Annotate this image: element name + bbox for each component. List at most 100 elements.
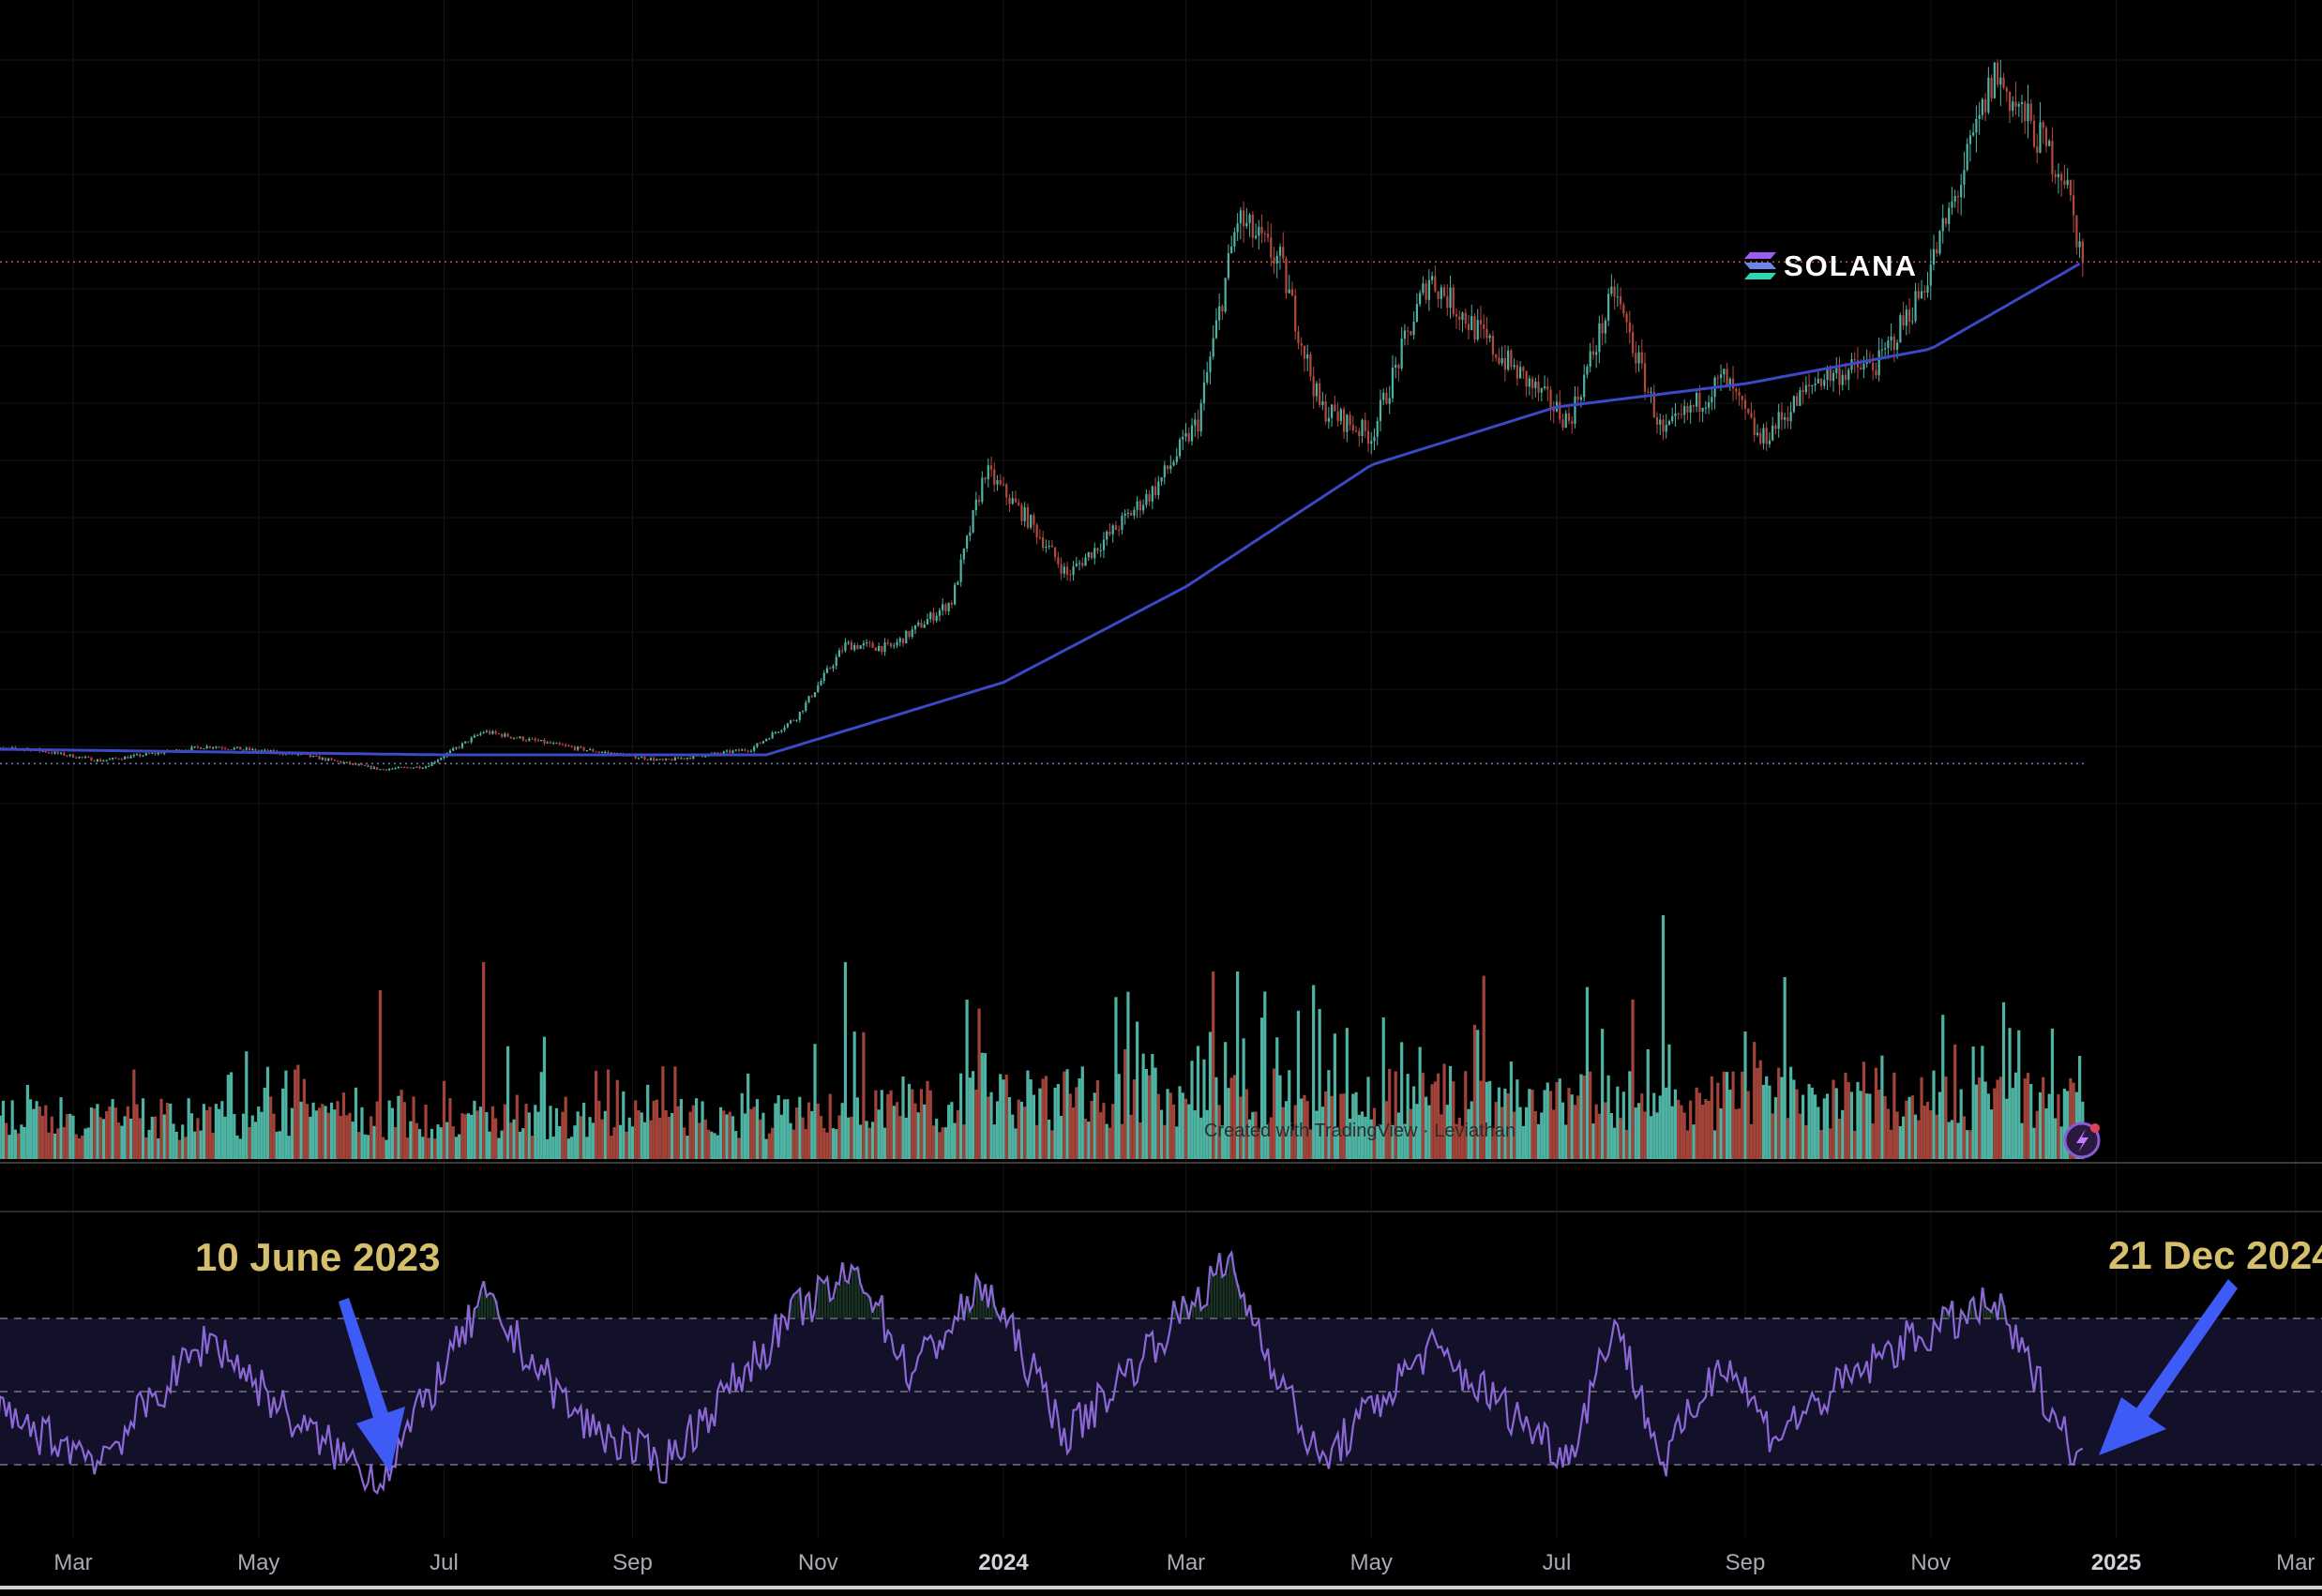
volume-bar bbox=[1071, 1107, 1076, 1159]
arrow-to-dec-2024-low bbox=[2099, 1279, 2238, 1455]
candle bbox=[1415, 293, 1418, 323]
candle bbox=[1227, 244, 1229, 281]
candle bbox=[673, 756, 676, 761]
volume-bar bbox=[731, 1116, 735, 1159]
candle bbox=[220, 745, 223, 751]
volume-bar bbox=[1324, 1091, 1328, 1159]
candle bbox=[898, 636, 901, 647]
volume-bar bbox=[1460, 1125, 1465, 1159]
volume-bar bbox=[588, 1117, 592, 1159]
volume-bar bbox=[1090, 1101, 1093, 1159]
candle bbox=[1422, 276, 1425, 296]
candle bbox=[881, 645, 883, 655]
volume-bar bbox=[0, 1115, 2, 1159]
candle bbox=[1130, 510, 1133, 517]
volume-bar bbox=[2066, 1091, 2070, 1159]
candle bbox=[1145, 489, 1148, 508]
volume-bar bbox=[1841, 1109, 1845, 1159]
volume-bar bbox=[698, 1122, 701, 1159]
volume-bar bbox=[1901, 1116, 1906, 1159]
volume-bar bbox=[1564, 1124, 1568, 1159]
volume-bar bbox=[442, 1080, 446, 1159]
volume-bar bbox=[828, 1093, 832, 1159]
volume-bar bbox=[1834, 1088, 1838, 1159]
volume-bar bbox=[248, 1126, 251, 1159]
candle bbox=[1485, 316, 1488, 345]
candle bbox=[1212, 325, 1214, 360]
volume-bar bbox=[1275, 1037, 1279, 1159]
candle bbox=[1248, 213, 1251, 237]
candle bbox=[777, 731, 780, 734]
candle bbox=[1938, 229, 1941, 256]
candle bbox=[1065, 562, 1069, 581]
candle bbox=[1108, 522, 1111, 537]
volume-bar bbox=[1394, 1071, 1397, 1159]
volume-bar bbox=[911, 1089, 914, 1159]
volume-bar bbox=[402, 1102, 406, 1159]
volume-bar bbox=[500, 1130, 504, 1159]
volume-bar bbox=[959, 1073, 963, 1159]
volume-bar bbox=[1685, 1130, 1690, 1159]
volume-bar bbox=[336, 1101, 339, 1159]
candle bbox=[452, 746, 455, 752]
candle bbox=[357, 762, 360, 766]
volume-bar bbox=[1093, 1092, 1096, 1159]
volume-bar bbox=[1536, 1123, 1541, 1159]
volume-bar bbox=[1257, 1128, 1260, 1159]
candle bbox=[2075, 215, 2078, 255]
volume-bar bbox=[329, 1102, 334, 1159]
candle bbox=[1892, 333, 1895, 363]
candle bbox=[1033, 512, 1035, 534]
candle bbox=[372, 765, 376, 770]
volume-bar bbox=[128, 1118, 133, 1159]
volume-bar bbox=[992, 1124, 996, 1159]
candle bbox=[1075, 556, 1078, 567]
candle bbox=[555, 742, 558, 745]
candle bbox=[1671, 407, 1674, 424]
volume-bar bbox=[25, 1084, 29, 1159]
candle bbox=[1999, 59, 2002, 107]
volume-bar bbox=[1777, 1067, 1781, 1159]
candle bbox=[2017, 101, 2020, 117]
candle bbox=[1118, 525, 1121, 536]
candle bbox=[920, 619, 923, 628]
candle bbox=[1023, 502, 1026, 527]
volume-bar bbox=[1996, 1079, 1999, 1159]
candle bbox=[1270, 223, 1273, 266]
candle bbox=[1905, 305, 1907, 336]
rsi-line bbox=[0, 1249, 2084, 1495]
candle bbox=[239, 746, 242, 750]
volume-bar bbox=[20, 1124, 23, 1159]
volume-bar bbox=[1364, 1116, 1367, 1159]
volume-bar bbox=[117, 1122, 121, 1159]
volume-bar bbox=[1722, 1071, 1726, 1159]
volume-bar bbox=[1956, 1122, 1960, 1159]
candlesticks bbox=[0, 59, 2084, 772]
candle bbox=[1917, 282, 1920, 301]
candle bbox=[977, 494, 981, 506]
volume-bar bbox=[1425, 1096, 1428, 1159]
candle bbox=[497, 732, 500, 735]
volume-bar bbox=[1783, 977, 1787, 1159]
candle bbox=[1875, 362, 1877, 379]
candle bbox=[1096, 547, 1099, 554]
candle bbox=[1182, 429, 1184, 450]
candle bbox=[1452, 284, 1455, 318]
candle bbox=[467, 741, 470, 744]
volume-bar bbox=[1372, 1107, 1377, 1159]
candle bbox=[2081, 238, 2084, 278]
volume-bar bbox=[649, 1120, 653, 1159]
volume-bar bbox=[597, 1100, 601, 1159]
candle bbox=[379, 769, 382, 771]
volume-bar bbox=[390, 1107, 394, 1159]
candle bbox=[1847, 367, 1850, 391]
volume-bar bbox=[1308, 1129, 1313, 1159]
candle bbox=[950, 600, 953, 609]
lightning-icon[interactable] bbox=[2063, 1122, 2101, 1159]
volume-bar bbox=[691, 1105, 695, 1159]
candle bbox=[549, 740, 552, 745]
candle bbox=[877, 642, 881, 653]
candle bbox=[1391, 354, 1395, 403]
candle bbox=[1510, 348, 1513, 370]
candle bbox=[1978, 102, 1981, 135]
